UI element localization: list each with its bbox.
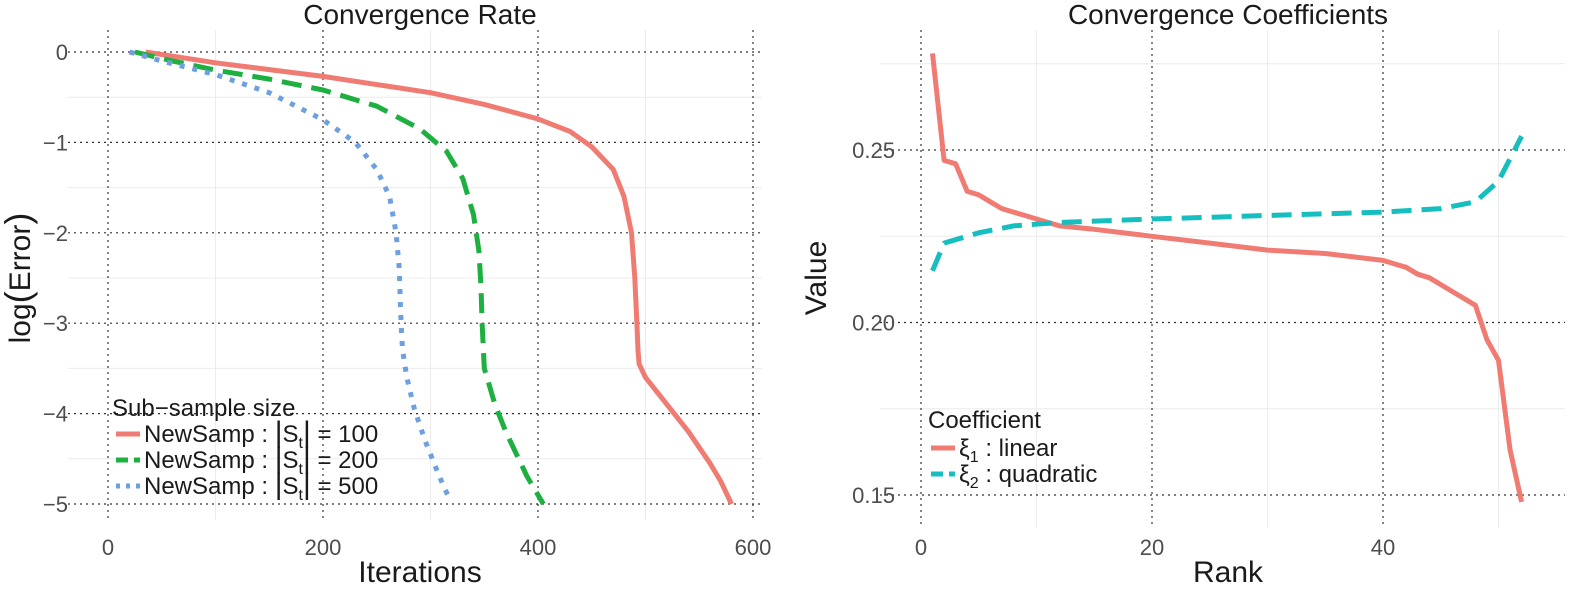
y-tick-label: 0.15 [852,483,895,508]
y-tick-label: −5 [43,492,68,517]
convergence-coefficients-grid [880,30,1565,528]
convergence-rate-grid [68,30,762,520]
legend-entry-2: ξ2 : quadratic [959,461,1097,492]
series-line-2 [134,49,546,506]
convergence-coefficients-panel: 0 20 40 0.15 0.20 0.25 Convergence Coefficien… [800,0,1565,589]
y-label-close-paren: ) [0,213,38,225]
y-label-open-paren: ( [0,291,38,303]
y-tick-label: −4 [43,402,68,427]
y-tick-label: 0 [56,40,68,65]
y-label-inner: Error [4,225,37,292]
x-tick-label: 40 [1371,535,1395,560]
convergence-coefficients-x-label: Rank [1193,556,1264,589]
convergence-coefficients-title: Convergence Coefficients [1068,0,1388,30]
y-tick-label: 0.25 [852,138,895,163]
y-tick-label: −2 [43,221,68,246]
legend-title: Sub−sample size [112,395,295,422]
x-tick-label: 400 [520,535,557,560]
x-tick-label: 200 [305,535,342,560]
convergence-rate-y-label: log(Error) [0,213,38,344]
legend-entry-2: NewSamp : |St| = 200 [144,442,378,478]
convergence-coefficients-y-label: Value [800,241,833,316]
convergence-rate-legend: Sub−sample size NewSamp : |St| = 100NewS… [112,395,378,504]
series-line-1 [930,53,1525,503]
series-line-3 [128,49,453,501]
convergence-coefficients-ticks: 0 20 40 0.15 0.20 0.25 [852,138,1395,560]
y-tick-label: −3 [43,311,68,336]
x-tick-label: 20 [1140,535,1164,560]
convergence-rate-panel: 0 200 400 600 0 −1 −2 −3 −4 −5 Convergence Rate I… [0,0,771,589]
convergence-rate-ticks: 0 200 400 600 0 −1 −2 −3 −4 −5 [43,40,771,560]
legend-entry-1: ξ1 : linear [959,435,1057,466]
y-tick-label: −1 [43,130,68,155]
convergence-rate-series [128,49,734,506]
series-line-2 [930,135,1524,272]
convergence-coefficients-series [930,53,1525,503]
series-line-1 [145,49,734,506]
legend-entry-1: NewSamp : |St| = 100 [144,416,378,452]
x-tick-label: 0 [102,535,114,560]
legend-entry-3: NewSamp : |St| = 500 [144,468,378,504]
x-tick-label: 600 [735,535,772,560]
convergence-rate-x-label: Iterations [358,556,481,589]
y-tick-label: 0.20 [852,311,895,336]
y-label-prefix: log [4,303,37,343]
convergence-rate-title: Convergence Rate [303,0,536,30]
legend-title: Coefficient [928,407,1041,434]
x-tick-label: 0 [915,535,927,560]
